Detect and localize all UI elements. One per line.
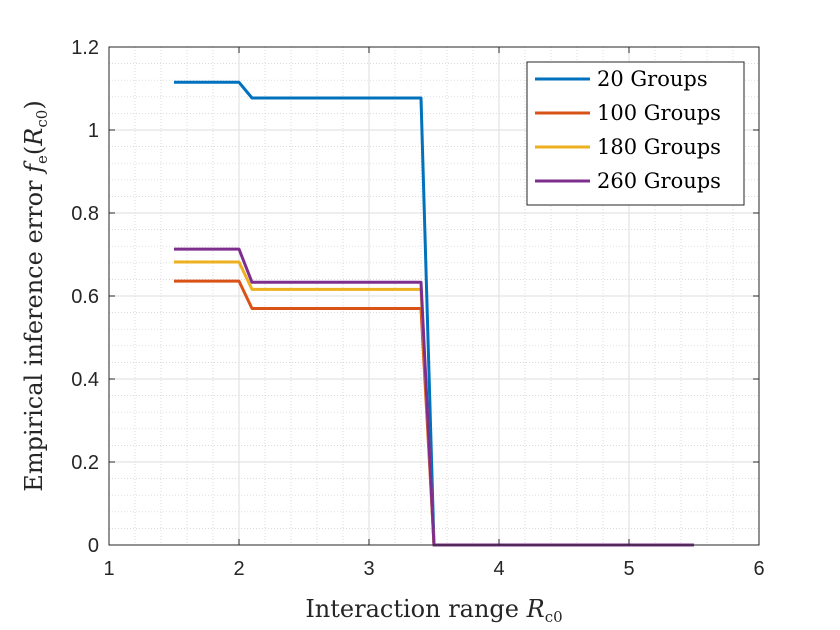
x-tick-label: 1 [103, 558, 114, 580]
x-tick-label: 3 [363, 558, 374, 580]
x-axis-title-text: Interaction range [305, 595, 526, 623]
x-tick-label: 6 [753, 558, 764, 580]
x-tick-label: 4 [493, 558, 504, 580]
y-tick-label: 0.6 [71, 286, 99, 308]
tick-layer: 1 2 3 4 5 6 0 0.2 0.4 0.6 0.8 1 1.2 [71, 37, 764, 580]
y-axis-title-var: R [20, 128, 48, 147]
x-axis-title-sub: c0 [545, 608, 563, 626]
y-tick-label: 0.2 [71, 452, 99, 474]
legend-label-1: 20 Groups [597, 67, 708, 91]
x-tick-label: 5 [623, 558, 634, 580]
y-axis-title-fsub: e [33, 155, 51, 164]
y-axis-title-text: Empirical inference error [20, 173, 48, 492]
y-axis-title-sub: c0 [33, 110, 51, 128]
y-axis-title: Empirical inference error fe(Rc0) [20, 100, 51, 491]
legend: 20 Groups 100 Groups 180 Groups 260 Groups [526, 61, 745, 206]
legend-label-4: 260 Groups [597, 169, 721, 193]
y-tick-label: 0.8 [71, 203, 99, 225]
x-axis-title: Interaction range Rc0 [305, 595, 562, 626]
y-axis-title-close: ) [20, 100, 48, 109]
y-axis-title-open: ( [20, 146, 48, 155]
legend-label-2: 100 Groups [597, 101, 721, 125]
y-tick-label: 1.2 [71, 37, 99, 59]
y-tick-label: 1 [88, 120, 99, 142]
x-tick-label: 2 [233, 558, 244, 580]
y-tick-label: 0 [88, 535, 99, 557]
legend-label-3: 180 Groups [597, 135, 721, 159]
x-axis-title-var: R [526, 595, 545, 623]
y-tick-label: 0.4 [71, 369, 99, 391]
